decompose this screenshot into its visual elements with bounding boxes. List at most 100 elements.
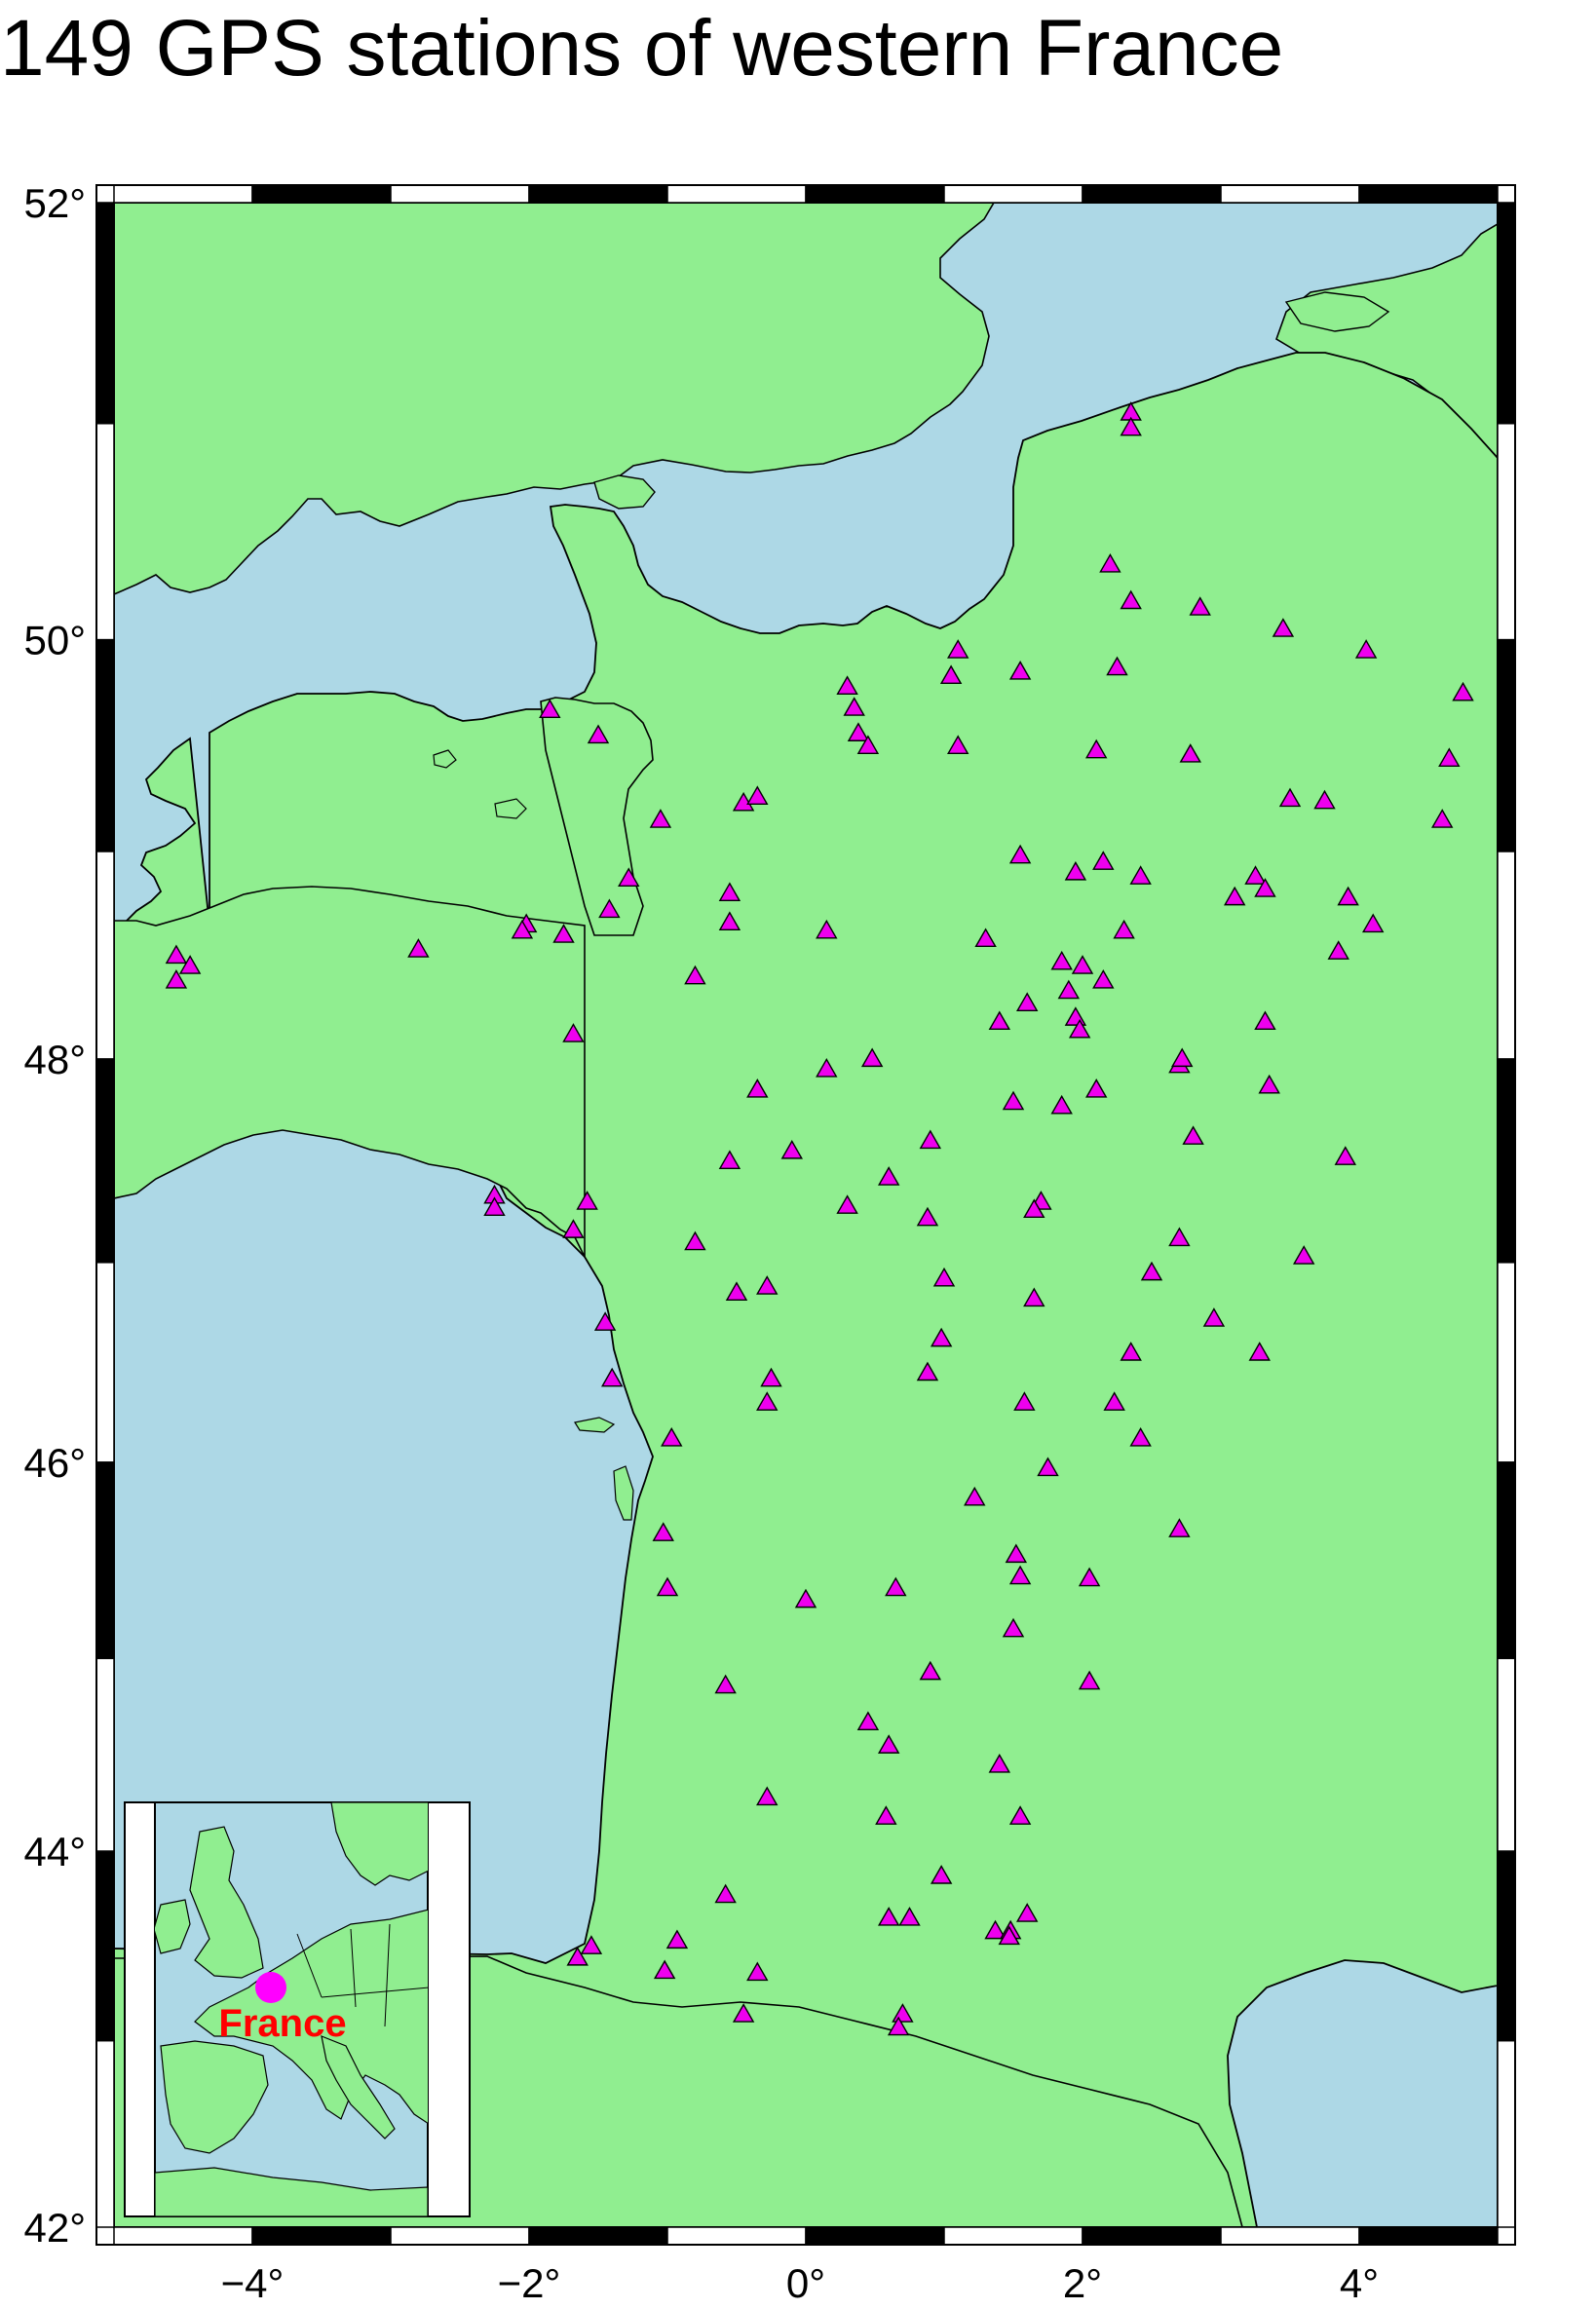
gps-station-marker (1313, 789, 1336, 810)
gps-station-marker (1182, 1125, 1204, 1145)
gps-station-marker (816, 1058, 838, 1078)
longitude-label: −4° (221, 2260, 285, 2306)
gps-station-marker (998, 1925, 1020, 1946)
france-mainland (114, 352, 1498, 2227)
gps-station-marker (1179, 743, 1201, 763)
frame-segment (1497, 1262, 1516, 1463)
gps-station-marker (1057, 979, 1081, 1000)
ile-de-re (574, 1417, 616, 1433)
frame-segment (251, 184, 392, 204)
gps-station-marker (756, 1391, 779, 1411)
gps-station-marker (1120, 416, 1142, 436)
gps-stations (165, 401, 1474, 2036)
gps-station-marker (165, 969, 188, 989)
gps-station-marker (598, 898, 621, 919)
gps-station-marker (856, 1711, 880, 1731)
inset-italy (321, 2035, 396, 2139)
gps-station-marker (856, 735, 880, 754)
gps-station-marker (885, 1576, 907, 1597)
gps-station-marker (1023, 1287, 1045, 1307)
frame-segment (1220, 184, 1360, 204)
gps-station-marker (1438, 747, 1461, 768)
gps-station-marker (661, 1426, 683, 1447)
gps-station-marker (1064, 860, 1087, 881)
gps-station-marker (794, 1588, 817, 1609)
latitude-label: 46° (23, 1440, 86, 1486)
gps-station-marker (684, 1230, 706, 1251)
inset-continent (194, 1909, 428, 2125)
gps-station-marker (1292, 1245, 1315, 1265)
gps-station-marker (946, 735, 969, 754)
gps-station-marker (919, 1129, 942, 1150)
gps-station-marker (916, 1206, 939, 1227)
gps-station-marker (1258, 1074, 1280, 1094)
gps-station-marker (1120, 589, 1142, 610)
gps-station-marker (988, 1753, 1011, 1773)
gps-station-marker (746, 785, 769, 806)
gps-station-marker (877, 1907, 900, 1926)
gps-station-marker (1002, 1617, 1025, 1638)
gps-station-marker (1099, 553, 1121, 573)
frame-segment (528, 2226, 668, 2246)
gps-station-marker (919, 1660, 942, 1681)
gps-station-marker (539, 699, 561, 718)
gps-station-marker (1189, 596, 1211, 616)
gps-station-marker (552, 924, 575, 943)
zeeland-islands (1284, 291, 1390, 332)
frame-segment (1082, 184, 1222, 204)
gps-station-marker (1037, 1457, 1059, 1477)
gps-station-marker (1168, 1518, 1191, 1537)
frame-segment (528, 184, 668, 204)
gps-station-marker (718, 911, 741, 930)
gps-station-marker (756, 1275, 779, 1295)
gps-station-marker (511, 919, 534, 939)
gps-station-marker (407, 938, 430, 958)
gps-station-marker (1015, 992, 1039, 1011)
frame-segment (666, 2226, 807, 2246)
frame-segment (1497, 2039, 1516, 2228)
frame-segment (95, 1058, 115, 1264)
gps-station-marker (877, 1166, 900, 1186)
gps-station-marker (1272, 618, 1295, 637)
inset-iberia (160, 2040, 269, 2154)
gps-station-marker (1002, 1090, 1025, 1111)
frame-segment (113, 2226, 253, 2246)
gps-station-marker (665, 1929, 689, 1949)
gps-station-marker (1008, 661, 1032, 680)
frame-segment (95, 1850, 115, 2042)
guernsey-island (433, 749, 457, 769)
gps-station-marker (1084, 738, 1108, 759)
gps-station-marker (652, 1522, 674, 1541)
gps-station-marker (656, 1576, 679, 1597)
ile-d-oleron (613, 1465, 634, 1521)
gps-station-marker (1008, 1805, 1032, 1825)
gps-station-marker (984, 1919, 1007, 1940)
gps-station-marker (1254, 878, 1276, 897)
frame-segment (95, 1262, 115, 1463)
latitude-label: 52° (23, 180, 86, 226)
frame-segment (805, 2226, 945, 2246)
gps-station-marker (843, 697, 865, 716)
isle-of-wight (593, 474, 656, 510)
frame-segment (1497, 202, 1516, 425)
brittany-peninsula (114, 886, 586, 1258)
longitude-label: 4° (1340, 2260, 1379, 2306)
gps-station-marker (1023, 1198, 1045, 1219)
gps-station-marker (780, 1139, 804, 1159)
gps-station-marker (1327, 940, 1349, 960)
frame-segment (113, 184, 253, 204)
frame-segment (1358, 184, 1499, 204)
inset-north-africa (155, 2167, 428, 2216)
gps-station-marker (1050, 950, 1073, 970)
gps-station-marker (1337, 886, 1359, 906)
gps-station-marker (964, 1486, 986, 1506)
frame-segment (1358, 2226, 1499, 2246)
gps-station-marker (1008, 1565, 1032, 1585)
frame-segment (1497, 638, 1516, 852)
gps-station-marker (718, 882, 741, 902)
gps-station-marker (725, 1281, 748, 1301)
jersey-island (494, 798, 527, 819)
gps-station-marker (1129, 865, 1152, 885)
gps-station-marker (566, 1946, 589, 1966)
